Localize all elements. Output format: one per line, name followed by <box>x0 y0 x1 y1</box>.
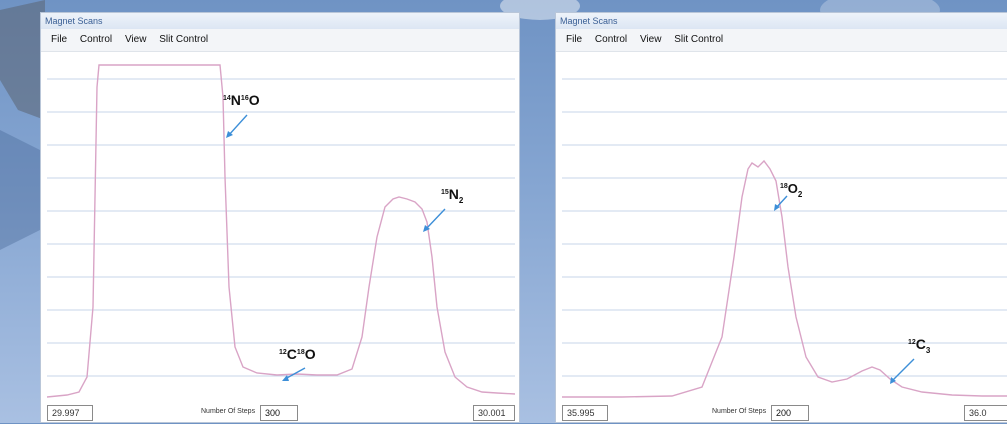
scan-start-value[interactable]: 35.995 <box>562 405 608 421</box>
steps-label: Number Of Steps <box>712 408 767 415</box>
steps-label: Number Of Steps <box>201 408 256 415</box>
menu-slit-control[interactable]: Slit Control <box>674 34 724 45</box>
scan-footer: 35.995 Number Of Steps 200 36.0 <box>556 403 1007 424</box>
menu-bar: File Control View Slit Control <box>556 29 1007 52</box>
menu-view[interactable]: View <box>639 34 662 45</box>
menu-file[interactable]: File <box>51 34 68 45</box>
menu-bar: File Control View Slit Control <box>41 29 519 52</box>
menu-view[interactable]: View <box>124 34 147 45</box>
label-12c18o: 12C18O <box>279 346 316 362</box>
scan-end-value[interactable]: 36.0 <box>964 405 1007 421</box>
arrow-14n16o <box>227 114 248 137</box>
scan-plot: 14N16O 15N2 12C18O <box>47 64 515 398</box>
arrowhead-14n16o <box>226 131 233 138</box>
plot-grid <box>562 78 1007 377</box>
magnet-scans-window-left: Magnet Scans File Control View Slit Cont… <box>40 12 520 423</box>
arrowhead-18o2 <box>774 204 780 211</box>
steps-input[interactable]: 300 <box>260 405 298 421</box>
scan-plot: 18O2 12C3 <box>562 78 1007 398</box>
arrowhead-15n2 <box>423 225 430 232</box>
window-title: Magnet Scans <box>556 13 1007 29</box>
menu-slit-control[interactable]: Slit Control <box>159 34 209 45</box>
scan-trace <box>562 159 1007 398</box>
menu-control[interactable]: Control <box>594 34 628 45</box>
arrow-15n2 <box>425 208 446 230</box>
arrowhead-12c3 <box>890 377 896 384</box>
steps-input[interactable]: 200 <box>771 405 809 421</box>
menu-file[interactable]: File <box>566 34 583 45</box>
arrow-12c18o <box>284 367 306 380</box>
label-15n2: 15N2 <box>441 186 464 205</box>
label-14n16o: 14N16O <box>223 92 260 108</box>
scan-trace <box>47 64 515 398</box>
magnet-scans-window-right: Magnet Scans File Control View Slit Cont… <box>555 12 1007 423</box>
scan-end-value[interactable]: 30.001 <box>473 405 515 421</box>
label-12c3: 12C3 <box>908 336 931 355</box>
plot-grid <box>47 78 515 377</box>
arrow-12c3 <box>891 358 915 382</box>
arrowhead-12c18o <box>282 375 289 381</box>
label-18o2: 18O2 <box>780 181 803 199</box>
scan-footer: 29.997 Number Of Steps 300 30.001 <box>41 403 519 424</box>
scan-start-value[interactable]: 29.997 <box>47 405 93 421</box>
window-title: Magnet Scans <box>41 13 519 29</box>
menu-control[interactable]: Control <box>79 34 113 45</box>
